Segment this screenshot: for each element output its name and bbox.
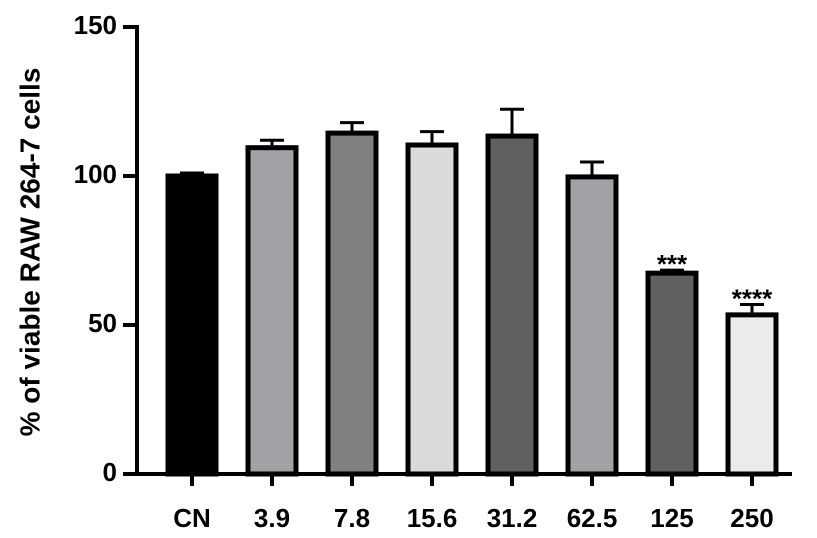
x-tick-label: 15.6 xyxy=(407,503,458,533)
bar xyxy=(645,270,699,477)
y-tick-label: 100 xyxy=(74,159,117,189)
x-tick-label: 31.2 xyxy=(487,503,538,533)
x-tick-label: 7.8 xyxy=(334,503,370,533)
y-axis-label: % of viable RAW 264-7 cells xyxy=(14,68,45,437)
significance-label: *** xyxy=(657,249,688,279)
x-tick-label: 62.5 xyxy=(567,503,618,533)
bar xyxy=(725,312,779,477)
y-tick-label: 50 xyxy=(88,308,117,338)
bar xyxy=(245,145,299,477)
x-tick-label: 125 xyxy=(650,503,693,533)
y-tick-label: 0 xyxy=(103,457,117,487)
x-tick-label: CN xyxy=(173,503,211,533)
significance-label: **** xyxy=(732,283,773,313)
bar xyxy=(565,174,619,477)
x-tick-label: 3.9 xyxy=(254,503,290,533)
bar xyxy=(325,130,379,477)
bar xyxy=(485,133,539,477)
y-tick-label: 150 xyxy=(74,10,117,40)
bar xyxy=(165,173,219,477)
x-tick-label: 250 xyxy=(730,503,773,533)
bar xyxy=(405,142,459,477)
